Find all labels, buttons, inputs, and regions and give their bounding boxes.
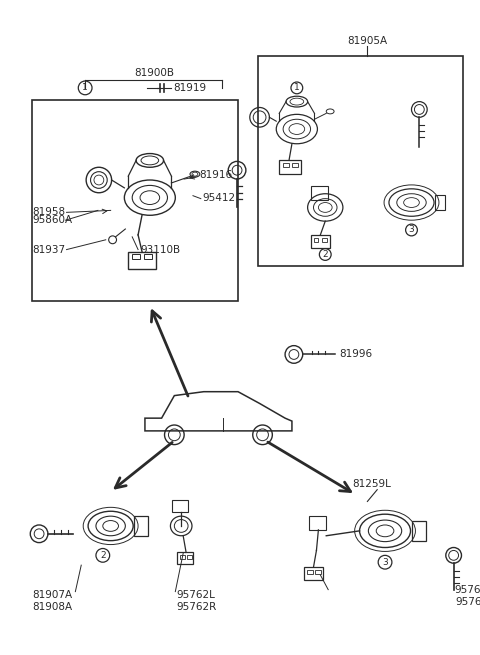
- Text: 81958: 81958: [32, 208, 65, 217]
- Text: 81996: 81996: [339, 350, 372, 360]
- Text: 81919: 81919: [173, 83, 206, 93]
- Text: 1: 1: [294, 83, 300, 92]
- Text: 81916: 81916: [199, 170, 232, 180]
- Bar: [307, 570, 312, 574]
- Bar: [128, 252, 156, 269]
- Text: 95761E: 95761E: [455, 597, 480, 607]
- Text: 95762R: 95762R: [176, 603, 216, 612]
- Text: 2: 2: [100, 551, 106, 560]
- Bar: [311, 235, 330, 248]
- Text: 3: 3: [382, 557, 388, 567]
- Bar: [435, 195, 445, 210]
- Bar: [315, 570, 321, 574]
- Text: 2: 2: [323, 250, 328, 259]
- Bar: [412, 521, 426, 540]
- Bar: [177, 552, 193, 564]
- Bar: [172, 500, 188, 512]
- Bar: [313, 238, 318, 242]
- Text: 81937: 81937: [32, 244, 65, 255]
- Bar: [309, 516, 326, 530]
- Bar: [187, 555, 192, 559]
- Text: 95860A: 95860A: [32, 215, 72, 225]
- Text: 81900B: 81900B: [134, 68, 174, 78]
- Text: 81907A: 81907A: [32, 590, 72, 599]
- Bar: [144, 255, 152, 259]
- Text: 95762L: 95762L: [176, 590, 215, 599]
- Bar: [279, 160, 301, 174]
- Bar: [304, 567, 324, 580]
- Text: 95412: 95412: [203, 193, 236, 202]
- Text: 3: 3: [408, 225, 414, 234]
- Text: 1: 1: [82, 83, 88, 92]
- Bar: [258, 56, 463, 266]
- Bar: [32, 100, 238, 301]
- Bar: [180, 555, 185, 559]
- Bar: [323, 238, 327, 242]
- Text: 95761C: 95761C: [454, 585, 480, 595]
- Bar: [283, 163, 289, 167]
- Bar: [134, 516, 148, 536]
- Text: 93110B: 93110B: [140, 244, 180, 255]
- Text: 81259L: 81259L: [353, 479, 392, 489]
- Bar: [132, 255, 140, 259]
- Bar: [292, 163, 298, 167]
- Text: 81905A: 81905A: [348, 36, 387, 46]
- Text: 81908A: 81908A: [32, 603, 72, 612]
- Bar: [311, 186, 328, 200]
